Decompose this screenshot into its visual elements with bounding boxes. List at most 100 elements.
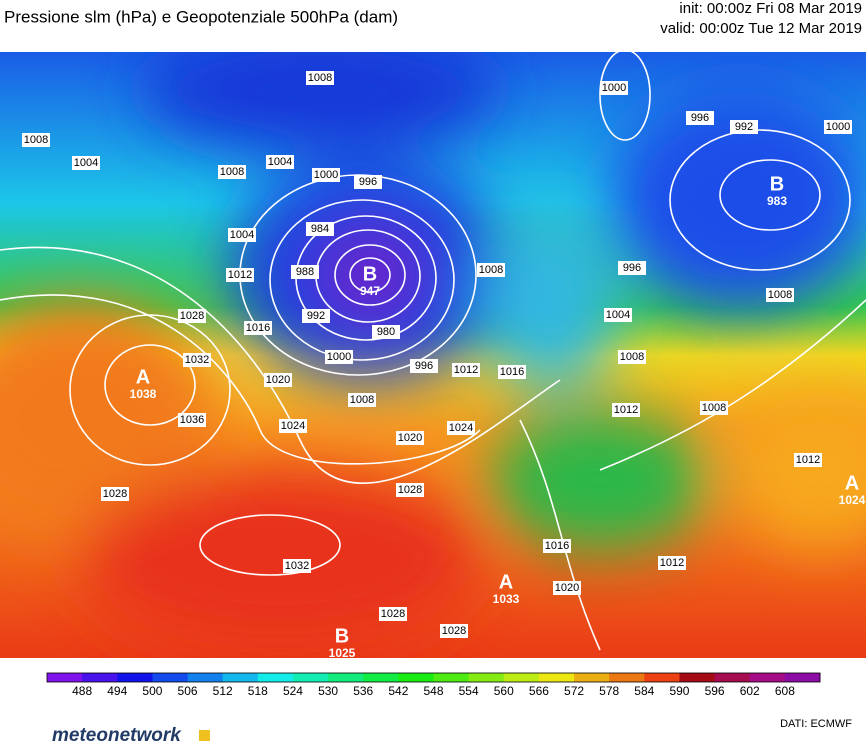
isobars: [0, 52, 866, 651]
isobar-label: 1012: [614, 404, 638, 416]
logo: meteonetwork: [52, 725, 182, 744]
colorbar-label: 500: [142, 684, 162, 698]
colorbar-label: 518: [248, 684, 268, 698]
isobar-label-bg: [498, 365, 526, 379]
isobar-label-bg: [264, 373, 292, 387]
colorbar-label: 506: [178, 684, 198, 698]
isobar-label: 1008: [24, 134, 48, 146]
colorbar-label: 512: [213, 684, 233, 698]
isobar-label: 1000: [602, 82, 626, 94]
valid-time: valid: 00:00z Tue 12 Mar 2019: [660, 20, 862, 37]
isobar-label-bg: [440, 624, 468, 638]
isobar-label-bg: [477, 263, 505, 277]
isobar-label-bg: [553, 581, 581, 595]
isobar-label: 1004: [268, 156, 292, 168]
isobar-label: 1028: [103, 488, 127, 500]
colorbar: 488 494 500 506 512 518 524 530 536 542 548 554 560 5…: [46, 672, 821, 698]
center-value: 1033: [493, 592, 520, 606]
isobar-label: 1012: [660, 557, 684, 569]
colorbar-frame: [46, 672, 821, 683]
isobar-label: 1004: [606, 309, 630, 321]
isobar-label: 1008: [768, 289, 792, 301]
isobar-label: 1008: [479, 264, 503, 276]
map-field: [0, 52, 866, 658]
isobar-label: 1012: [796, 454, 820, 466]
isobar-label: 1008: [620, 351, 644, 363]
isobar-label-bg: [226, 268, 254, 282]
colorbar-swatch: [574, 673, 610, 682]
isobar-label: 1028: [381, 608, 405, 620]
colorbar-swatch: [222, 673, 259, 682]
isobar-label-bg: [543, 539, 571, 553]
isobar-label-bg: [658, 556, 686, 570]
isobar-label: 1032: [185, 354, 209, 366]
colorbar-swatch: [433, 673, 470, 682]
isobar-label-bg: [302, 309, 330, 323]
center-letter: A: [845, 472, 859, 494]
colorbar-label: 530: [318, 684, 338, 698]
isobar-label: 1012: [454, 364, 478, 376]
isobar-label-bg: [348, 393, 376, 407]
colorbar-label: 590: [669, 684, 689, 698]
isobar-label: 992: [307, 310, 325, 322]
isobar-label: 1024: [449, 422, 473, 434]
isobar-label: 1008: [308, 72, 332, 84]
colorbar-swatch: [714, 673, 751, 682]
colorbar-swatch: [538, 673, 575, 682]
center-value: 1025: [329, 646, 356, 660]
colorbar-label: 578: [599, 684, 619, 698]
isobar-label-bg: [372, 325, 400, 339]
isobar-label: 1028: [442, 625, 466, 637]
isobar-label-bg: [354, 175, 382, 189]
isobar-label: 1008: [350, 394, 374, 406]
isobar-label-bg: [283, 559, 311, 573]
colorbar-swatch: [609, 673, 645, 682]
isobar-label: 984: [311, 223, 329, 235]
center-letter: B: [363, 263, 377, 285]
isobar-label-bg: [279, 419, 307, 433]
isobar-label: 980: [377, 326, 395, 338]
colorbar-swatch: [292, 673, 329, 682]
isobar-label: 1000: [826, 121, 850, 133]
isobar-label-bg: [447, 421, 475, 435]
isobar-label-bg: [452, 363, 480, 377]
isobar-labels: 1008 1008 1004 1008 1004 1000 996 984 988 992 980 1…: [22, 71, 852, 638]
colorbar-swatch: [468, 673, 505, 682]
isobar-label: 1028: [180, 310, 204, 322]
isobar-label: 1008: [220, 166, 244, 178]
isobar-label: 992: [735, 121, 753, 133]
colorbar-swatch: [152, 673, 189, 682]
isobar-label: 1004: [230, 229, 254, 241]
colorbar-label: 536: [353, 684, 373, 698]
logo-mark: [199, 730, 210, 741]
colorbar-swatch: [257, 673, 294, 682]
isobar-label-bg: [325, 350, 353, 364]
isobar-label-bg: [618, 350, 646, 364]
isobar-label-bg: [183, 353, 211, 367]
isobar-label-bg: [604, 308, 632, 322]
isobar-label-bg: [178, 413, 206, 427]
isobar-label: 1020: [266, 374, 290, 386]
isobar-label: 988: [296, 266, 314, 278]
isobar-label-bg: [379, 607, 407, 621]
isobar-label-bg: [410, 359, 438, 373]
isobar-label: 1016: [545, 540, 569, 552]
colorbar-label: 584: [634, 684, 654, 698]
center-value: 983: [767, 194, 787, 208]
colorbar-label: 542: [388, 684, 408, 698]
colorbar-swatch: [784, 673, 821, 682]
title: Pressione slm (hPa) e Geopotenziale 500h…: [4, 7, 398, 26]
colorbar-label: 602: [740, 684, 760, 698]
isobar-label: 1020: [398, 432, 422, 444]
center-letter: A: [499, 571, 513, 593]
colorbar-swatch: [679, 673, 716, 682]
isobar-label-bg: [101, 487, 129, 501]
isobar-label-bg: [22, 133, 50, 147]
colorbar-swatch: [503, 673, 540, 682]
center-value: 1024: [839, 493, 866, 507]
center-value: 947: [360, 284, 380, 298]
colorbar-label: 494: [107, 684, 127, 698]
center-letter: A: [136, 366, 150, 388]
